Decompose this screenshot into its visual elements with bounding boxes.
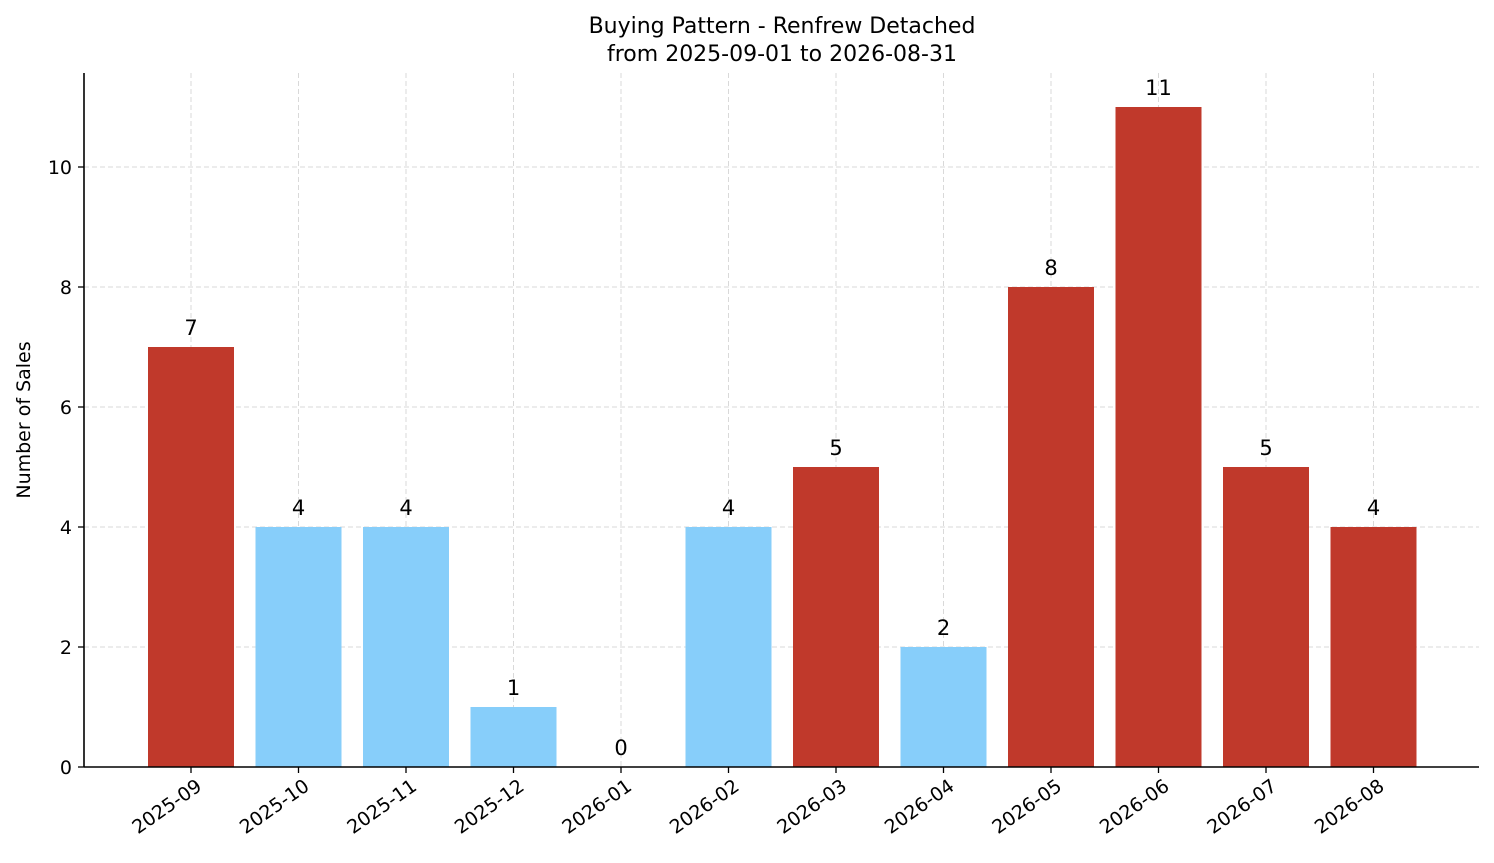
bar-value-label: 4	[1367, 496, 1380, 520]
x-tick-label: 2026-07	[1203, 775, 1281, 839]
y-tick-label: 0	[60, 757, 72, 779]
x-tick-label: 2026-05	[988, 775, 1066, 839]
x-tick-label: 2026-01	[558, 775, 636, 839]
bar-2025-11	[363, 527, 449, 767]
x-tick-label: 2026-02	[666, 775, 744, 839]
bar-value-label: 1	[507, 676, 520, 700]
y-tick-label: 4	[60, 517, 72, 539]
y-tick-label: 8	[60, 277, 72, 299]
bar-2026-05	[1008, 287, 1094, 767]
bar-value-label: 2	[937, 616, 950, 640]
bar-2026-07	[1223, 467, 1309, 767]
axes	[83, 73, 1479, 768]
chart-title: Buying Pattern - Renfrew Detached	[589, 14, 976, 39]
bar-2025-12	[470, 707, 557, 767]
y-tick-label: 10	[48, 157, 72, 179]
x-tick-labels: 2025-09 2025-10 2025-11 2025-12 2026-01 2026-…	[128, 767, 1388, 839]
bar-value-label: 5	[1259, 436, 1272, 460]
y-tick-label: 6	[60, 397, 72, 419]
bar-value-label: 8	[1044, 256, 1057, 280]
bar-value-label: 11	[1145, 76, 1172, 100]
bar-value-label: 5	[829, 436, 842, 460]
y-axis-label: Number of Sales	[13, 341, 35, 498]
bar-value-label: 7	[184, 316, 197, 340]
x-tick-label: 2026-08	[1311, 775, 1389, 839]
bars	[148, 107, 1417, 767]
bar-value-label: 4	[722, 496, 735, 520]
bar-2026-04	[900, 647, 987, 767]
bar-value-label: 4	[292, 496, 305, 520]
bar-2025-09	[148, 347, 234, 767]
x-tick-label: 2025-09	[128, 775, 206, 839]
bar-2026-08	[1330, 527, 1417, 767]
x-tick-label: 2026-06	[1096, 775, 1174, 839]
y-tick-labels: 0 2 4 6 8 10	[48, 157, 84, 779]
y-tick-label: 2	[60, 637, 72, 659]
bar-2026-06	[1115, 107, 1202, 767]
chart-subtitle: from 2025-09-01 to 2026-08-31	[607, 42, 957, 67]
x-tick-label: 2025-12	[451, 775, 529, 839]
bar-2025-10	[255, 527, 342, 767]
x-tick-label: 2026-04	[881, 775, 959, 839]
data-labels: 7 4 4 1 0 4 5 2 8 11 5 4	[184, 76, 1380, 760]
bar-value-label: 0	[614, 736, 627, 760]
x-tick-label: 2025-11	[343, 775, 421, 839]
x-tick-label: 2026-03	[773, 775, 851, 839]
bar-value-label: 4	[399, 496, 412, 520]
x-tick-label: 2025-10	[236, 775, 314, 839]
bar-2026-03	[793, 467, 879, 767]
bar-2026-02	[685, 527, 772, 767]
